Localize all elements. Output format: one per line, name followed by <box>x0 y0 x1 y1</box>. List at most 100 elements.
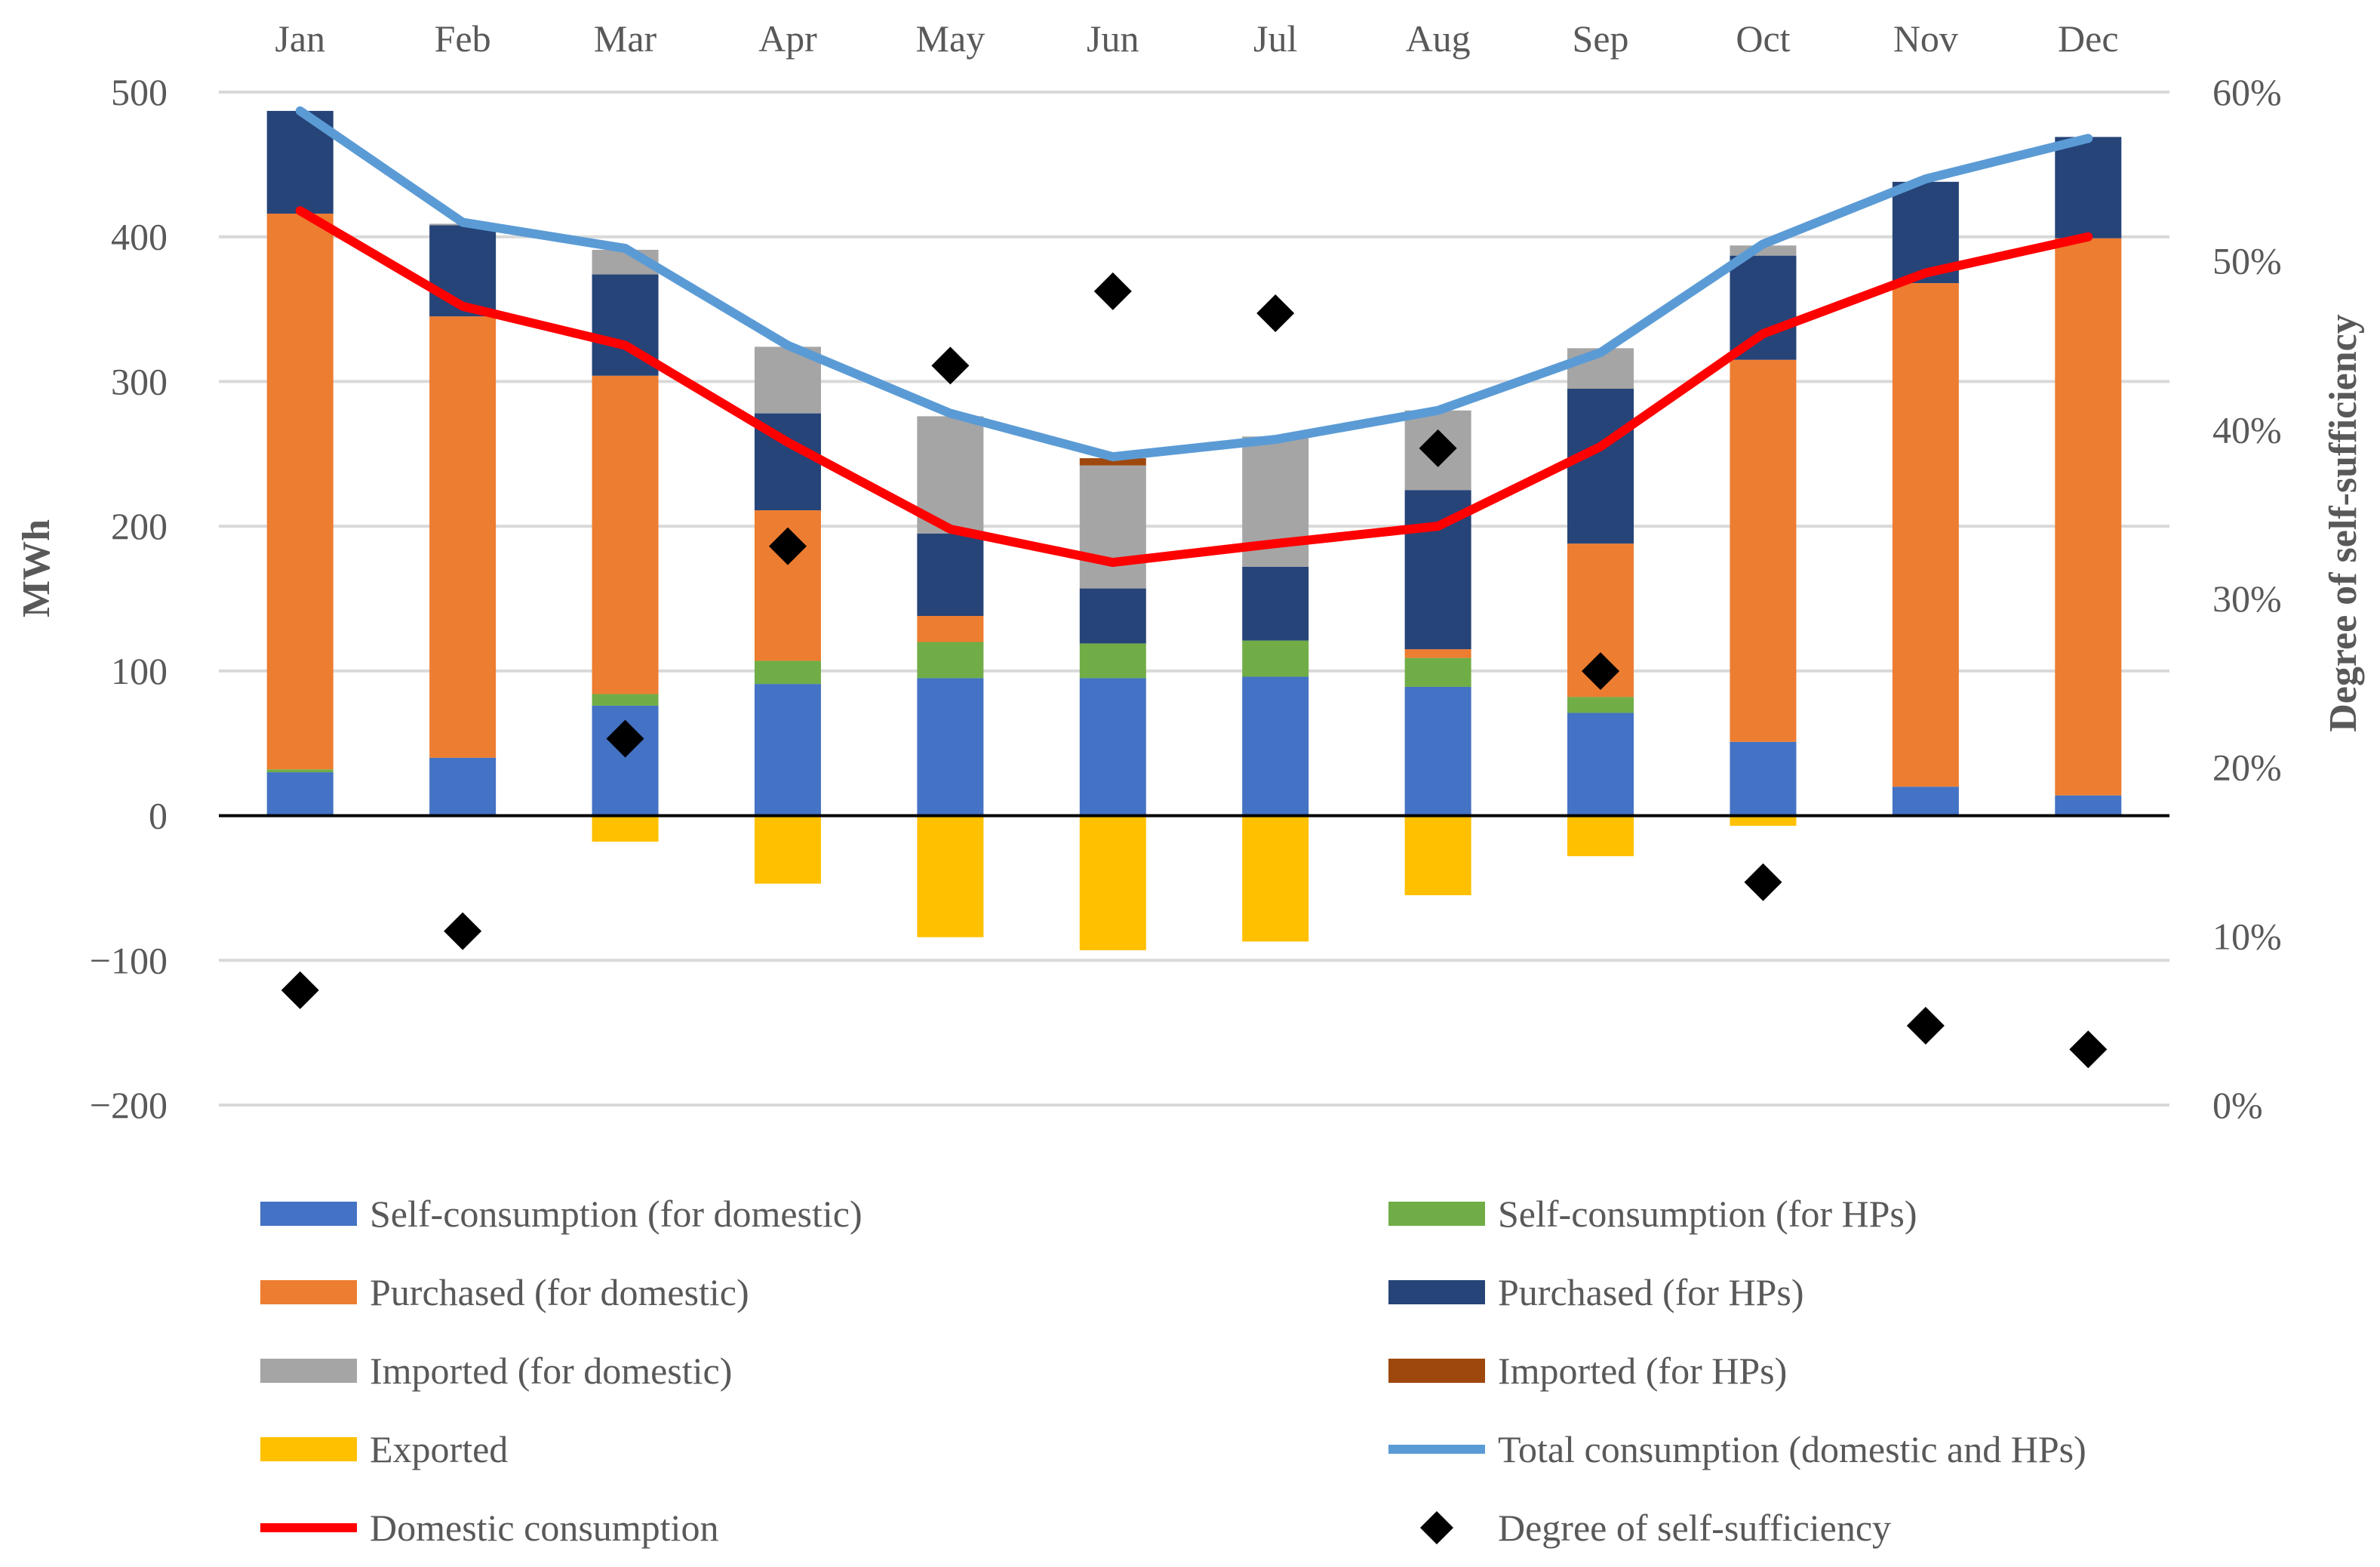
scatter-point <box>768 527 807 565</box>
bar-segment <box>1404 815 1471 896</box>
bar-segment <box>1242 566 1309 641</box>
bar-segment <box>917 642 984 679</box>
x-tick-label: Jul <box>1253 17 1297 60</box>
y-tick-label: 300 <box>111 360 168 402</box>
bar-segment <box>266 214 334 770</box>
scatter-point <box>931 346 970 385</box>
bar-segment <box>1892 787 1959 816</box>
bar-segment <box>1079 465 1146 589</box>
bar-segment <box>266 769 334 773</box>
y-tick-label: 200 <box>111 505 168 547</box>
bar-segment <box>1242 815 1309 942</box>
x-tick-label: Aug <box>1406 17 1471 60</box>
y-tick-label: −200 <box>90 1084 168 1126</box>
x-tick-label: Sep <box>1573 17 1629 60</box>
x-tick-label: Apr <box>758 17 817 60</box>
scatter-point <box>1093 272 1132 310</box>
y-tick-label: 400 <box>111 216 168 258</box>
bar-segment <box>754 684 821 816</box>
scatter-point <box>1582 652 1620 691</box>
bar-segment <box>1079 588 1146 644</box>
bar-segment <box>1404 686 1471 816</box>
y2-tick-label: 40% <box>2212 408 2282 451</box>
bar-segment <box>429 757 497 816</box>
bar-segment <box>2055 238 2122 796</box>
scatter-point <box>1256 294 1295 333</box>
x-tick-label: Feb <box>435 17 491 60</box>
y-tick-label: 500 <box>111 71 168 113</box>
legend-swatch <box>1388 1359 1485 1383</box>
bar-segment <box>1567 389 1634 544</box>
bar-segment <box>2055 795 2122 816</box>
bar-segment <box>754 660 821 685</box>
bar-segment <box>1404 649 1471 658</box>
legend-swatch <box>260 1202 357 1226</box>
bar-segment <box>1730 255 1797 360</box>
bar-segment <box>1404 657 1471 687</box>
legend-label: Purchased (for domestic) <box>370 1271 749 1313</box>
bar-segment <box>1730 741 1797 816</box>
legend-label: Degree of self-sufficiency <box>1498 1507 1891 1549</box>
x-tick-label: Dec <box>2058 17 2119 60</box>
bar-segment <box>917 616 984 642</box>
scatter-point <box>2069 1030 2108 1069</box>
bar-segment <box>1079 815 1146 950</box>
bar-segment <box>917 678 984 816</box>
bar-segment <box>592 694 659 706</box>
bar-segment <box>2055 137 2122 239</box>
legend-label: Self-consumption (for domestic) <box>370 1193 863 1235</box>
legend-swatch <box>260 1280 357 1304</box>
scatter-point <box>444 912 482 950</box>
x-tick-label: May <box>916 17 986 60</box>
bar-segment <box>1079 643 1146 679</box>
x-tick-label: Oct <box>1736 17 1790 60</box>
bar-segment <box>1242 676 1309 816</box>
bar-segment <box>1079 458 1146 466</box>
x-tick-label: Jun <box>1087 17 1139 60</box>
bar-segment <box>429 316 497 758</box>
x-tick-label: Nov <box>1893 17 1958 60</box>
y2-tick-label: 20% <box>2212 747 2282 789</box>
y2-tick-label: 60% <box>2212 71 2282 113</box>
x-tick-label: Mar <box>594 17 657 60</box>
y2-tick-label: 50% <box>2212 240 2282 282</box>
y2-tick-label: 30% <box>2212 577 2282 620</box>
y2-tick-label: 0% <box>2212 1084 2263 1126</box>
bar-segment <box>754 815 821 884</box>
bar-segment <box>592 375 659 694</box>
series-line <box>295 106 2093 462</box>
bar-segment <box>1242 640 1309 677</box>
bar-segment <box>266 772 334 816</box>
y-axis-title: MWh <box>15 519 58 617</box>
legend-label: Domestic consumption <box>370 1507 718 1549</box>
legend-swatch <box>1420 1511 1453 1544</box>
legend-label: Imported (for domestic) <box>370 1350 732 1392</box>
bar-segment <box>917 533 984 617</box>
legend-swatch <box>1388 1202 1485 1226</box>
legend-swatch <box>1388 1280 1485 1304</box>
y-tick-label: −100 <box>90 939 168 981</box>
y-tick-label: 0 <box>149 795 168 837</box>
scatter-point <box>1744 863 1782 901</box>
y2-axis-title: Degree of self-sufficiency <box>2322 314 2365 732</box>
bar-segment <box>1079 678 1146 816</box>
scatter-point <box>606 719 644 758</box>
bar-segment <box>592 815 659 842</box>
legend-label: Purchased (for HPs) <box>1498 1271 1803 1313</box>
scatter-point <box>1419 429 1457 467</box>
bar-segment <box>917 815 984 937</box>
scatter-point <box>281 971 319 1009</box>
scatter-point <box>1906 1006 1945 1045</box>
legend-swatch <box>260 1437 357 1461</box>
bar-segment <box>1567 815 1634 857</box>
series-line <box>295 206 2093 568</box>
bar-segment <box>1730 359 1797 742</box>
legend-label: Self-consumption (for HPs) <box>1498 1193 1917 1235</box>
legend-label: Exported <box>370 1428 508 1470</box>
bar-segment <box>1892 283 1959 787</box>
legend-label: Imported (for HPs) <box>1498 1350 1787 1392</box>
y-tick-label: 100 <box>111 650 168 692</box>
bar-segment <box>1567 713 1634 816</box>
